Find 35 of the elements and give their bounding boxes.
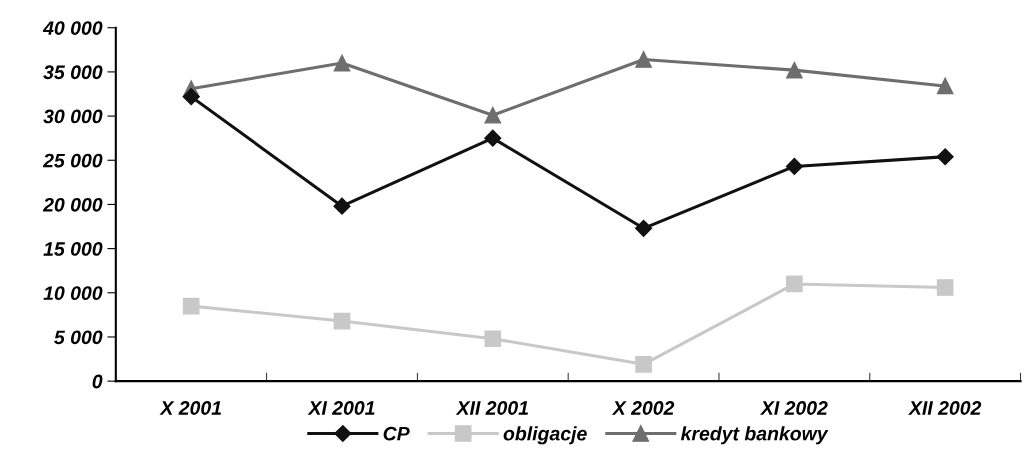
- x-tick-label: XII 2002: [908, 401, 982, 415]
- x-tick-label: X 2001: [159, 401, 221, 415]
- x-tick-label: X 2002: [611, 401, 675, 415]
- point: [936, 148, 954, 166]
- point: [936, 279, 954, 296]
- point: [936, 77, 954, 95]
- point: [786, 275, 803, 293]
- y-tick-label: 10 000: [43, 286, 103, 301]
- y-tick-label: 40 000: [42, 21, 103, 35]
- point: [182, 88, 200, 106]
- point: [786, 61, 803, 79]
- y-tick-label: 0: [92, 374, 103, 389]
- point: [484, 106, 502, 124]
- point: [785, 157, 803, 175]
- legend-label: kredyt bankowy: [680, 426, 829, 445]
- x-tick-label: XI 2002: [759, 401, 828, 415]
- y-tick-label: 20 000: [42, 197, 103, 212]
- legend-label: obligacje: [503, 426, 587, 445]
- x-tick-label: XII 2001: [455, 401, 528, 415]
- point: [635, 219, 653, 237]
- point: [333, 197, 351, 215]
- y-tick-label: 35 000: [43, 65, 103, 80]
- y-tick-label: 5 000: [54, 330, 103, 345]
- point: [484, 330, 502, 348]
- point: [484, 129, 502, 147]
- point: [333, 54, 351, 72]
- point: [635, 356, 652, 373]
- point: [635, 51, 652, 68]
- y-tick-label: 25 000: [42, 153, 103, 168]
- legend-label: CP: [383, 426, 410, 441]
- y-tick-label: 15 000: [43, 242, 103, 256]
- point: [182, 297, 200, 315]
- y-tick-label: 30 000: [43, 109, 103, 124]
- x-tick-label: XI 2001: [307, 401, 375, 415]
- point: [333, 312, 351, 330]
